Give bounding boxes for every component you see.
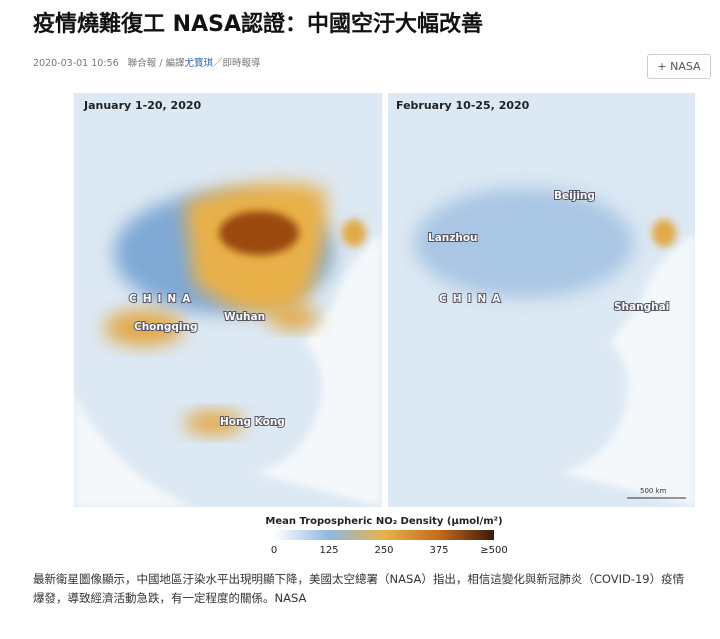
source: 聯合報 — [127, 58, 157, 69]
date: 2020-03-01 10:56 — [33, 58, 119, 69]
map-label: Beijing — [554, 190, 595, 202]
map-label: Lanzhou — [428, 232, 478, 244]
colorbar-tick-label: 250 — [374, 545, 393, 556]
section[interactable]: 即時報導 — [222, 58, 261, 69]
map-label: CHINA — [129, 293, 196, 305]
colorbar — [274, 530, 494, 540]
map-label: Chongqing — [134, 321, 198, 333]
colorbar-ticks: 0 125 250 375 ≥500 — [271, 545, 508, 556]
map-label: Shanghai — [614, 301, 669, 313]
tag-button[interactable]: + NASA — [647, 54, 711, 79]
separator: / — [159, 58, 163, 69]
map-right: February 10-25, 2020 Beijing Lanzhou CHI… — [388, 93, 695, 507]
colorbar-tick-label: 0 — [271, 545, 277, 556]
panel-title: January 1-20, 2020 — [83, 99, 202, 112]
map-left: January 1-20, 2020 CHINA Chongqing Wuhan… — [74, 93, 382, 507]
colorbar-tick-label: ≥500 — [480, 545, 507, 556]
panel-title: February 10-25, 2020 — [396, 99, 530, 112]
headline: 疫情燒難復工 NASA認證：中國空汙大幅改善 — [33, 12, 483, 37]
map-label: CHINA — [439, 293, 506, 305]
map-label: Hong Kong — [220, 416, 285, 428]
figure: January 1-20, 2020 CHINA Chongqing Wuhan… — [74, 93, 695, 565]
caption: 最新衛星圖像顯示，中國地區汙染水平出現明顯下降，美國太空總署（NASA）指出，相… — [33, 572, 685, 605]
editor[interactable]: 尤寶琪 — [184, 58, 213, 69]
meta: 2020-03-01 10:56 聯合報 / 編譯尤寶琪／即時報導 — [33, 55, 261, 69]
colorbar-tick-label: 375 — [429, 545, 448, 556]
map-label: Wuhan — [224, 311, 265, 323]
scale-label: 500 km — [640, 487, 667, 495]
colorbar-tick-label: 125 — [319, 545, 338, 556]
separator: ／ — [212, 58, 223, 69]
editor-prefix: 編譯 — [165, 58, 185, 69]
legend-title: Mean Tropospheric NO₂ Density (μmol/m²) — [265, 516, 502, 527]
